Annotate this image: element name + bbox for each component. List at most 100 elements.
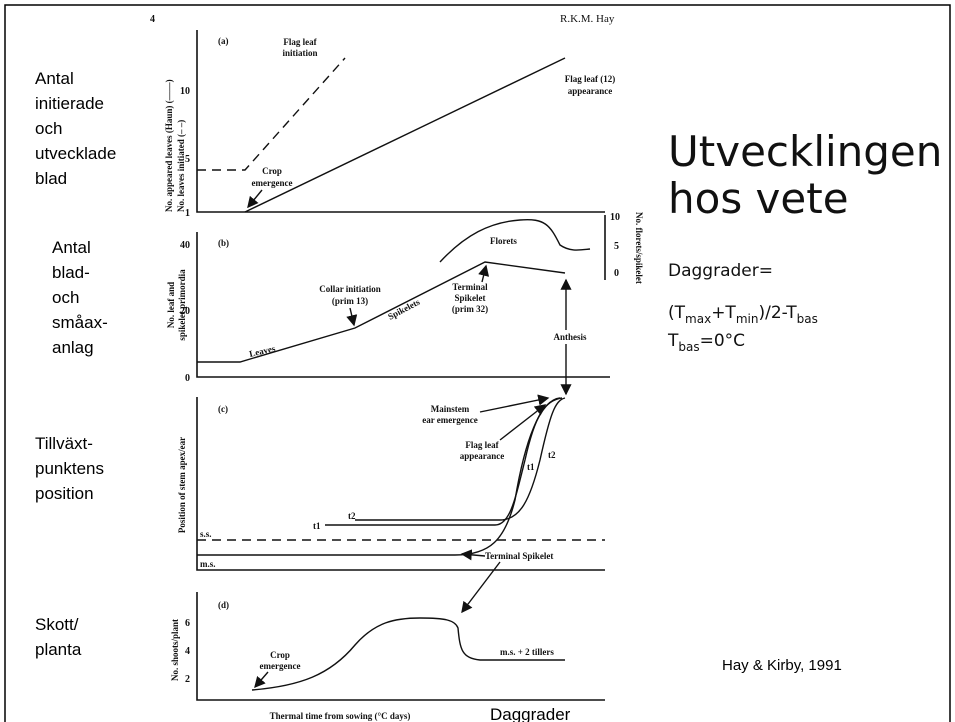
annotation: Leaves	[248, 343, 277, 359]
tick-label: 5	[185, 154, 190, 165]
formula: Daggrader=	[668, 261, 773, 281]
arrow	[254, 671, 269, 689]
annotation: s.s.	[200, 529, 212, 539]
annotation: Flag leaf	[283, 37, 317, 47]
curve	[197, 397, 561, 556]
annotation: m.s. + 2 tillers	[500, 647, 554, 657]
annotation: t2	[548, 450, 556, 460]
tick-label: 2	[185, 674, 190, 685]
panel-label: (d)	[218, 600, 229, 610]
annotation: t2	[348, 511, 356, 521]
annotation: initiation	[282, 48, 317, 58]
side-label: initierade	[35, 94, 104, 113]
panel-label: (b)	[218, 238, 229, 248]
panel-label: (c)	[218, 404, 228, 414]
y-axis-label: No. shoots/plant	[170, 619, 180, 681]
formula-sub: bas	[797, 312, 818, 326]
tick-label: 20	[180, 306, 190, 317]
arrow	[499, 404, 547, 441]
side-labels: Antal initierade och utvecklade blad Ant…	[35, 69, 116, 659]
annotation: m.s.	[200, 559, 216, 569]
formula-sub: bas	[678, 340, 699, 354]
formula-sub: max	[685, 312, 711, 326]
formula-part: )/2-T	[758, 303, 797, 323]
annotation: t1	[313, 521, 321, 531]
annotation: Spikelets	[386, 297, 422, 322]
side-label: småax-	[52, 313, 108, 332]
curve	[197, 57, 346, 171]
panel-label: (a)	[218, 36, 229, 46]
curve	[251, 617, 565, 691]
tick-label: 40	[180, 240, 190, 251]
annotation: Anthesis	[553, 332, 587, 342]
tick-label: 10	[610, 212, 620, 223]
curve	[197, 261, 566, 363]
side-label: anlag	[52, 338, 94, 357]
side-label: blad	[35, 169, 67, 188]
arrow	[478, 264, 490, 283]
annotation: Crop	[270, 650, 290, 660]
annotation: Mainstem	[431, 404, 470, 414]
annotation: Crop	[262, 166, 282, 176]
page-number: 4	[150, 14, 155, 25]
axes	[196, 592, 605, 701]
tick-label: 0	[185, 373, 190, 384]
y-axis-label: No. appeared leaves (Haun) (——)	[164, 79, 174, 212]
annotation: emergence	[252, 178, 293, 188]
annotation: (prim 13)	[332, 296, 368, 306]
annotation: emergence	[260, 661, 301, 671]
title: Utvecklingen	[668, 127, 942, 176]
side-label: Antal	[52, 238, 91, 257]
author: R.K.M. Hay	[560, 13, 615, 25]
annotation: Collar initiation	[319, 284, 381, 294]
title: hos vete	[668, 174, 849, 223]
formula-part: T	[667, 331, 679, 351]
side-label: Tillväxt-	[35, 434, 93, 453]
side-label: och	[52, 288, 79, 307]
formula-part: +T	[711, 303, 736, 323]
axes	[196, 30, 605, 213]
curve	[439, 218, 591, 263]
tick-label: 10	[180, 86, 190, 97]
axes	[196, 397, 605, 571]
annotation: Spikelet	[454, 293, 485, 303]
citation: Hay & Kirby, 1991	[722, 657, 842, 674]
formula-sub: min	[736, 312, 759, 326]
side-label: punktens	[35, 459, 104, 478]
annotation: ear emergence	[422, 415, 478, 425]
formula-part: (T	[668, 303, 686, 323]
annotation: t1	[527, 462, 535, 472]
side-label: blad-	[52, 263, 90, 282]
x-caption: Daggrader	[490, 705, 571, 722]
arrow	[247, 189, 263, 209]
arrow	[461, 561, 501, 614]
figure: 4 R.K.M. Hay (a) No. appeared leaves (Ha…	[150, 13, 644, 721]
side-label: Skott/	[35, 615, 79, 634]
tick-label: 6	[185, 618, 190, 629]
annotation: Florets	[490, 236, 517, 246]
arrow	[460, 549, 486, 561]
x-axis-title: Thermal time from sowing (°C days)	[270, 711, 411, 721]
y2-axis-label: No. florets/spikelet	[634, 212, 644, 284]
y-axis-label: Position of stem apex/ear	[177, 437, 187, 533]
tick-label: 4	[185, 646, 190, 657]
side-label: Antal	[35, 69, 74, 88]
y-axis-label: No. leaves initiated (– –)	[176, 120, 186, 212]
curve	[244, 57, 566, 213]
slide-border	[4, 4, 951, 722]
annotation: Terminal	[452, 282, 488, 292]
arrow	[479, 394, 550, 413]
formula: Tbas=0°C	[667, 331, 745, 354]
tick-label: 1	[185, 208, 190, 219]
annotation: Flag leaf	[465, 440, 499, 450]
annotation: Flag leaf (12)	[565, 74, 615, 84]
annotation: Terminal Spikelet	[485, 551, 553, 561]
arrow	[346, 307, 358, 327]
annotation: (prim 32)	[452, 304, 488, 314]
side-label: och	[35, 119, 62, 138]
y-axis-label: No. leaf and	[166, 282, 176, 328]
formula-part: =0°C	[700, 331, 745, 351]
side-label: planta	[35, 640, 82, 659]
side-label: utvecklade	[35, 144, 116, 163]
tick-label: 5	[614, 241, 619, 252]
